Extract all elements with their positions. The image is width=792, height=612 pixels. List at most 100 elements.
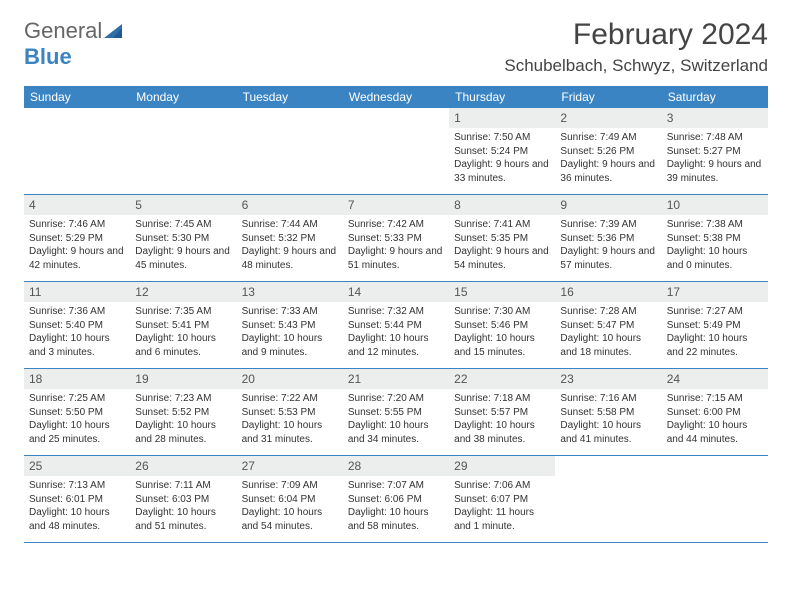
sail-icon [104, 18, 126, 44]
daylight-text: Daylight: 10 hours and 31 minutes. [242, 419, 338, 446]
calendar: Sunday Monday Tuesday Wednesday Thursday… [24, 86, 768, 543]
brand-logo: General Blue [24, 18, 126, 70]
sunset-text: Sunset: 6:00 PM [667, 406, 763, 420]
day-number: 20 [237, 369, 343, 389]
day-cell: 23Sunrise: 7:16 AMSunset: 5:58 PMDayligh… [555, 369, 661, 455]
day-cell: 10Sunrise: 7:38 AMSunset: 5:38 PMDayligh… [662, 195, 768, 281]
week-row: 11Sunrise: 7:36 AMSunset: 5:40 PMDayligh… [24, 282, 768, 369]
day-body: Sunrise: 7:49 AMSunset: 5:26 PMDaylight:… [555, 130, 661, 189]
day-body: Sunrise: 7:09 AMSunset: 6:04 PMDaylight:… [237, 478, 343, 537]
day-number: 1 [449, 108, 555, 128]
day-body: Sunrise: 7:32 AMSunset: 5:44 PMDaylight:… [343, 304, 449, 363]
sunrise-text: Sunrise: 7:49 AM [560, 131, 656, 145]
daylight-text: Daylight: 11 hours and 1 minute. [454, 506, 550, 533]
daylight-text: Daylight: 9 hours and 48 minutes. [242, 245, 338, 272]
sunrise-text: Sunrise: 7:33 AM [242, 305, 338, 319]
day-body: Sunrise: 7:06 AMSunset: 6:07 PMDaylight:… [449, 478, 555, 537]
sunset-text: Sunset: 5:30 PM [135, 232, 231, 246]
day-cell: 19Sunrise: 7:23 AMSunset: 5:52 PMDayligh… [130, 369, 236, 455]
sunset-text: Sunset: 5:49 PM [667, 319, 763, 333]
week-row: 4Sunrise: 7:46 AMSunset: 5:29 PMDaylight… [24, 195, 768, 282]
sunset-text: Sunset: 5:36 PM [560, 232, 656, 246]
day-body: Sunrise: 7:33 AMSunset: 5:43 PMDaylight:… [237, 304, 343, 363]
sunrise-text: Sunrise: 7:30 AM [454, 305, 550, 319]
day-number: 10 [662, 195, 768, 215]
daylight-text: Daylight: 10 hours and 15 minutes. [454, 332, 550, 359]
sunrise-text: Sunrise: 7:42 AM [348, 218, 444, 232]
week-row: 25Sunrise: 7:13 AMSunset: 6:01 PMDayligh… [24, 456, 768, 543]
sunrise-text: Sunrise: 7:36 AM [29, 305, 125, 319]
day-cell: 9Sunrise: 7:39 AMSunset: 5:36 PMDaylight… [555, 195, 661, 281]
sunrise-text: Sunrise: 7:18 AM [454, 392, 550, 406]
day-number: 6 [237, 195, 343, 215]
day-number: 14 [343, 282, 449, 302]
sunrise-text: Sunrise: 7:32 AM [348, 305, 444, 319]
day-number [555, 456, 661, 460]
sunrise-text: Sunrise: 7:23 AM [135, 392, 231, 406]
sunrise-text: Sunrise: 7:09 AM [242, 479, 338, 493]
calendar-body: 1Sunrise: 7:50 AMSunset: 5:24 PMDaylight… [24, 108, 768, 543]
day-number: 9 [555, 195, 661, 215]
day-number: 12 [130, 282, 236, 302]
day-body: Sunrise: 7:36 AMSunset: 5:40 PMDaylight:… [24, 304, 130, 363]
day-body: Sunrise: 7:07 AMSunset: 6:06 PMDaylight:… [343, 478, 449, 537]
title-block: February 2024 Schubelbach, Schwyz, Switz… [504, 18, 768, 76]
day-body: Sunrise: 7:30 AMSunset: 5:46 PMDaylight:… [449, 304, 555, 363]
sunrise-text: Sunrise: 7:27 AM [667, 305, 763, 319]
day-cell: 14Sunrise: 7:32 AMSunset: 5:44 PMDayligh… [343, 282, 449, 368]
brand-general: General [24, 18, 102, 43]
sunrise-text: Sunrise: 7:44 AM [242, 218, 338, 232]
sunrise-text: Sunrise: 7:25 AM [29, 392, 125, 406]
dow-wednesday: Wednesday [343, 86, 449, 108]
day-number: 26 [130, 456, 236, 476]
sunrise-text: Sunrise: 7:50 AM [454, 131, 550, 145]
sunset-text: Sunset: 5:41 PM [135, 319, 231, 333]
sunset-text: Sunset: 5:44 PM [348, 319, 444, 333]
daylight-text: Daylight: 10 hours and 54 minutes. [242, 506, 338, 533]
day-cell [343, 108, 449, 194]
sunset-text: Sunset: 5:52 PM [135, 406, 231, 420]
day-body: Sunrise: 7:11 AMSunset: 6:03 PMDaylight:… [130, 478, 236, 537]
sunset-text: Sunset: 6:07 PM [454, 493, 550, 507]
sunrise-text: Sunrise: 7:45 AM [135, 218, 231, 232]
day-body: Sunrise: 7:16 AMSunset: 5:58 PMDaylight:… [555, 391, 661, 450]
day-cell [662, 456, 768, 542]
day-cell: 18Sunrise: 7:25 AMSunset: 5:50 PMDayligh… [24, 369, 130, 455]
sunset-text: Sunset: 6:01 PM [29, 493, 125, 507]
month-title: February 2024 [504, 18, 768, 52]
daylight-text: Daylight: 10 hours and 51 minutes. [135, 506, 231, 533]
day-number: 8 [449, 195, 555, 215]
sunrise-text: Sunrise: 7:11 AM [135, 479, 231, 493]
sunrise-text: Sunrise: 7:46 AM [29, 218, 125, 232]
daylight-text: Daylight: 9 hours and 54 minutes. [454, 245, 550, 272]
day-number: 18 [24, 369, 130, 389]
day-number [237, 108, 343, 112]
daylight-text: Daylight: 10 hours and 0 minutes. [667, 245, 763, 272]
sunset-text: Sunset: 5:40 PM [29, 319, 125, 333]
daylight-text: Daylight: 9 hours and 33 minutes. [454, 158, 550, 185]
day-body: Sunrise: 7:45 AMSunset: 5:30 PMDaylight:… [130, 217, 236, 276]
day-number: 3 [662, 108, 768, 128]
day-cell: 7Sunrise: 7:42 AMSunset: 5:33 PMDaylight… [343, 195, 449, 281]
sunset-text: Sunset: 5:33 PM [348, 232, 444, 246]
daylight-text: Daylight: 10 hours and 58 minutes. [348, 506, 444, 533]
day-cell [130, 108, 236, 194]
day-number [343, 108, 449, 112]
daylight-text: Daylight: 10 hours and 38 minutes. [454, 419, 550, 446]
daylight-text: Daylight: 10 hours and 3 minutes. [29, 332, 125, 359]
day-cell: 2Sunrise: 7:49 AMSunset: 5:26 PMDaylight… [555, 108, 661, 194]
sunrise-text: Sunrise: 7:20 AM [348, 392, 444, 406]
day-number: 13 [237, 282, 343, 302]
day-body: Sunrise: 7:15 AMSunset: 6:00 PMDaylight:… [662, 391, 768, 450]
day-cell: 28Sunrise: 7:07 AMSunset: 6:06 PMDayligh… [343, 456, 449, 542]
week-row: 18Sunrise: 7:25 AMSunset: 5:50 PMDayligh… [24, 369, 768, 456]
dow-thursday: Thursday [449, 86, 555, 108]
day-number [130, 108, 236, 112]
week-row: 1Sunrise: 7:50 AMSunset: 5:24 PMDaylight… [24, 108, 768, 195]
sunrise-text: Sunrise: 7:28 AM [560, 305, 656, 319]
day-cell [24, 108, 130, 194]
daylight-text: Daylight: 10 hours and 18 minutes. [560, 332, 656, 359]
dow-monday: Monday [130, 86, 236, 108]
day-cell: 8Sunrise: 7:41 AMSunset: 5:35 PMDaylight… [449, 195, 555, 281]
daylight-text: Daylight: 9 hours and 57 minutes. [560, 245, 656, 272]
